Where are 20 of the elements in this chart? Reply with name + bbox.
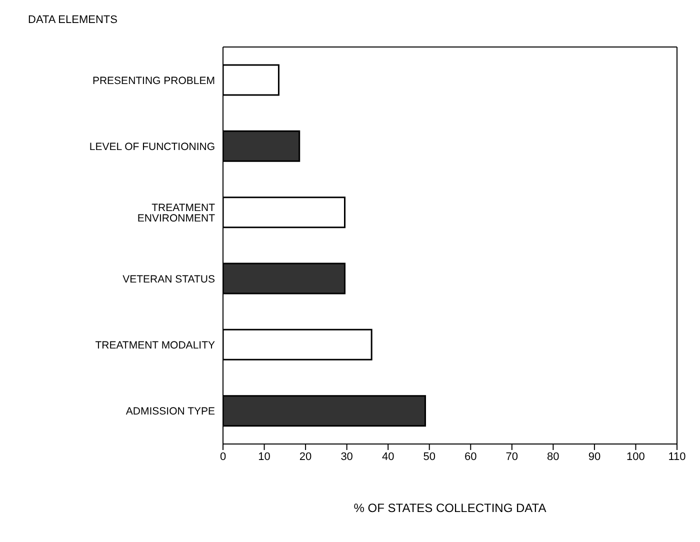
- y-tick-label: ADMISSION TYPE: [126, 406, 215, 418]
- x-tick-label: 10: [258, 450, 270, 463]
- x-tick-label: 50: [423, 450, 436, 463]
- x-tick-label: 70: [506, 450, 518, 463]
- x-tick-label: 90: [588, 450, 601, 463]
- x-tick-label: 80: [547, 450, 560, 463]
- x-tick-label: 60: [464, 450, 477, 463]
- y-axis-title: DATA ELEMENTS: [28, 14, 118, 26]
- y-tick-label: TREATMENT ENVIRONMENT: [137, 202, 216, 224]
- x-tick-label: 40: [382, 450, 394, 463]
- y-tick-label: PRESENTING PROBLEM: [92, 74, 215, 87]
- x-tick-label: 110: [668, 450, 686, 463]
- y-tick-label: VETERAN STATUS: [122, 273, 215, 286]
- y-tick-label: LEVEL OF FUNCTIONING: [89, 140, 215, 153]
- x-tick-label: 30: [340, 450, 353, 463]
- y-tick-label: TREATMENT MODALITY: [95, 339, 215, 352]
- x-tick-label: 0: [220, 450, 226, 463]
- x-tick-label: 20: [299, 450, 312, 463]
- x-tick-label: 100: [626, 450, 645, 463]
- x-axis-title: % OF STATES COLLECTING DATA: [354, 501, 546, 515]
